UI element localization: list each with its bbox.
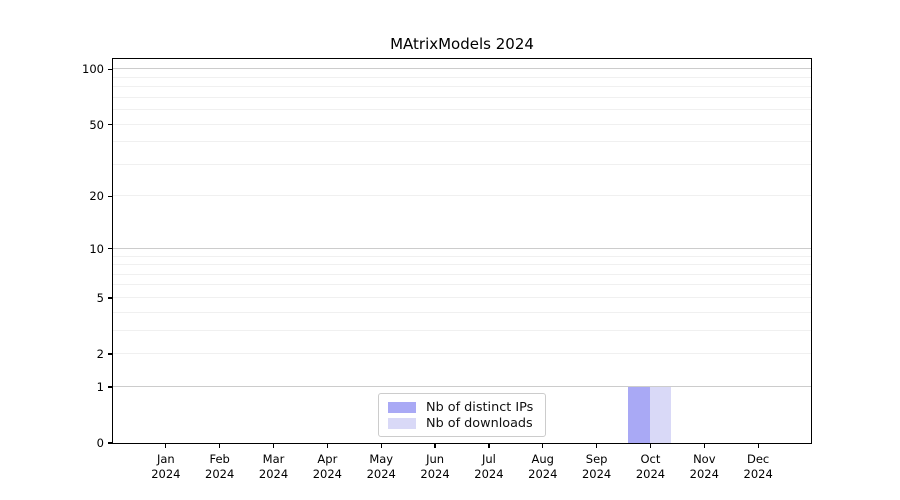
minor-gridline [113, 96, 811, 98]
y-tick-mark [108, 248, 112, 250]
x-tick-month: May [369, 452, 394, 466]
x-tick-label: May 2024 [349, 452, 413, 481]
minor-gridline [113, 255, 811, 257]
y-tick-mark [108, 353, 112, 355]
x-tick-mark [542, 444, 544, 448]
y-tick-label: 5 [96, 290, 104, 305]
minor-gridline [113, 163, 811, 165]
x-tick-mark [434, 444, 436, 448]
x-tick-year: 2024 [420, 466, 450, 481]
x-tick-label: Jun 2024 [403, 452, 467, 481]
bar-downloads-oct [649, 387, 672, 443]
legend-label: Nb of distinct IPs [426, 399, 534, 415]
minor-gridline [113, 195, 811, 197]
x-tick-month: Nov [693, 452, 716, 466]
x-tick-year: 2024 [528, 466, 558, 481]
x-tick-year: 2024 [366, 466, 396, 481]
x-tick-month: Jan [156, 452, 175, 466]
legend-item-distinct-ips: Nb of distinct IPs [388, 399, 536, 415]
x-tick-year: 2024 [258, 466, 289, 481]
major-gridline [113, 385, 811, 387]
x-tick-label: Oct 2024 [618, 452, 682, 481]
x-tick-mark [326, 444, 329, 448]
x-tick-year: 2024 [581, 466, 612, 481]
minor-gridline [113, 264, 811, 266]
y-tick-mark [108, 123, 112, 126]
x-tick-month: Apr [317, 452, 338, 466]
minor-gridline [113, 273, 811, 275]
x-tick-year: 2024 [743, 466, 773, 481]
minor-gridline [113, 329, 811, 331]
y-tick-label: 0 [96, 436, 104, 450]
x-tick-mark [165, 444, 167, 448]
y-tick-mark [108, 297, 112, 299]
chart-title: MAtrixModels 2024 [390, 35, 534, 53]
x-tick-year: 2024 [474, 466, 504, 481]
minor-gridline [113, 284, 811, 286]
x-tick-label: Jan 2024 [134, 452, 198, 481]
minor-gridline [113, 109, 811, 111]
x-tick-label: Apr 2024 [295, 452, 359, 481]
x-tick-mark [272, 444, 275, 448]
legend-item-downloads: Nb of downloads [388, 415, 536, 431]
x-tick-month: Jun [426, 452, 445, 466]
legend-label: Nb of downloads [426, 415, 533, 431]
minor-gridline [113, 76, 811, 78]
y-tick-label: 20 [89, 189, 104, 204]
y-tick-label: 50 [89, 117, 104, 132]
y-tick-label: 100 [82, 62, 104, 77]
y-tick-mark [108, 68, 112, 70]
y-tick-label: 1 [96, 379, 104, 394]
x-tick-label: Mar 2024 [242, 452, 306, 481]
y-tick-mark [108, 195, 112, 198]
y-tick-label: 2 [96, 347, 104, 362]
x-tick-month: Sep [585, 452, 608, 466]
x-tick-mark [380, 444, 382, 448]
x-tick-label: Aug 2024 [511, 452, 575, 481]
plot-area [112, 58, 812, 444]
x-tick-mark [649, 444, 652, 448]
legend: Nb of distinct IPs Nb of downloads [378, 393, 546, 437]
minor-gridline [113, 296, 811, 298]
y-tick-mark [108, 442, 112, 444]
x-tick-year: 2024 [151, 466, 181, 481]
x-tick-label: Dec 2024 [726, 452, 790, 481]
legend-swatch-distinct-ips-icon [388, 401, 416, 413]
x-tick-month: Jul [481, 452, 496, 466]
major-gridline [113, 247, 811, 249]
x-tick-month: Feb [209, 452, 230, 466]
x-tick-mark [757, 444, 759, 448]
legend-swatch-downloads-icon [388, 417, 416, 429]
minor-gridline [113, 353, 811, 355]
minor-gridline [113, 86, 811, 88]
x-tick-month: Mar [262, 452, 285, 466]
x-tick-year: 2024 [635, 466, 666, 481]
x-tick-mark [219, 444, 221, 448]
x-tick-year: 2024 [689, 466, 719, 481]
x-tick-year: 2024 [205, 466, 235, 481]
x-tick-label: Jul 2024 [457, 452, 521, 481]
bar-distinct-ips-oct [628, 387, 650, 443]
y-tick-mark [108, 386, 112, 388]
x-tick-month: Dec [747, 452, 770, 466]
y-tick-label: 10 [89, 241, 104, 256]
minor-gridline [113, 123, 811, 125]
major-gridline [113, 68, 811, 70]
minor-gridline [113, 311, 811, 313]
x-tick-label: Nov 2024 [672, 452, 736, 481]
x-tick-label: Sep 2024 [565, 452, 629, 481]
x-tick-mark [703, 444, 705, 448]
x-tick-mark [595, 444, 598, 448]
x-tick-label: Feb 2024 [188, 452, 252, 481]
x-tick-month: Aug [531, 452, 554, 466]
minor-gridline [113, 141, 811, 143]
x-tick-year: 2024 [312, 466, 343, 481]
x-tick-mark [488, 444, 490, 448]
x-tick-month: Oct [640, 452, 661, 466]
